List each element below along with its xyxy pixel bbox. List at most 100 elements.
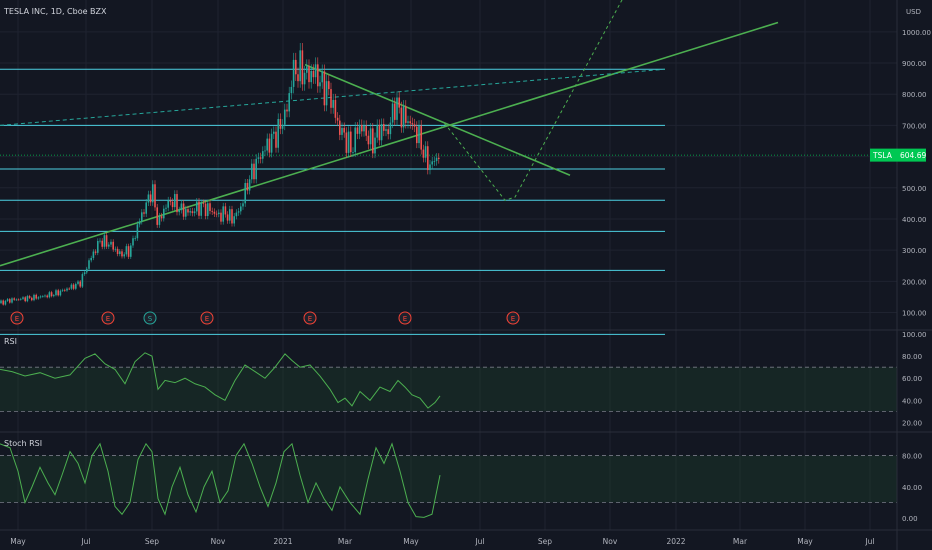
stoch-rsi-axis[interactable]: 80.00 40.00 0.00 <box>902 453 922 524</box>
candle-body <box>288 93 290 112</box>
trendline <box>304 63 571 177</box>
candle-body <box>187 209 189 213</box>
candle-body <box>189 211 191 213</box>
time-tick-label: Mar <box>338 537 353 546</box>
candle-body <box>422 149 425 158</box>
marker-label: E <box>403 315 407 323</box>
candle-body <box>400 107 403 128</box>
rsi-pane[interactable] <box>0 352 897 412</box>
candle-body <box>123 254 125 257</box>
candle-body <box>218 212 220 215</box>
candle-body <box>297 74 299 82</box>
indicator-tick-label: 80.00 <box>902 453 922 461</box>
indicator-tick-label: 20.00 <box>902 419 922 427</box>
indicator-tick-label: 80.00 <box>902 353 922 361</box>
candle-body <box>200 203 202 216</box>
candle-body <box>90 257 92 261</box>
time-tick-label: Sep <box>145 537 159 546</box>
candle-body <box>339 120 341 135</box>
time-tick-label: Sep <box>538 537 552 546</box>
candle-body <box>110 241 112 245</box>
rsi-label[interactable]: RSI <box>4 337 17 346</box>
candle-body <box>121 251 123 257</box>
indicator-tick-label: 40.00 <box>902 484 922 492</box>
candle-body <box>2 300 4 305</box>
symbol-header: TESLA INC, 1D, Cboe BZX <box>3 7 107 16</box>
candle-body <box>28 296 31 298</box>
time-axis[interactable]: May Jul Sep Nov 2021 Mar May Jul Sep Nov 2022 Mar Ma… <box>10 537 874 546</box>
earnings-marker[interactable]: E <box>101 311 115 325</box>
candle-body <box>284 109 286 125</box>
earnings-marker[interactable]: E <box>506 311 520 325</box>
price-tag-value: 604.69 <box>900 151 926 160</box>
candle-body <box>233 216 235 224</box>
candle-body <box>270 133 273 153</box>
time-tick-label: Jul <box>80 537 90 546</box>
candle-body <box>211 210 213 212</box>
rsi-axis[interactable]: 100.00 80.00 60.00 40.00 20.00 <box>902 331 927 427</box>
marker-label: E <box>511 315 515 323</box>
trendlines <box>0 21 779 267</box>
candle-body <box>299 50 301 82</box>
candle-body <box>275 131 277 148</box>
candle-body <box>94 251 97 253</box>
price-tick-label: 300.00 <box>902 247 927 255</box>
candle-body <box>88 260 90 269</box>
candle-body <box>330 89 332 108</box>
earnings-marker[interactable]: E <box>200 311 214 325</box>
candle-body <box>92 251 95 258</box>
candle-body <box>6 299 9 301</box>
candle-body <box>383 124 385 131</box>
candle-body <box>237 211 240 213</box>
marker-circle <box>200 311 214 325</box>
candle-body <box>264 150 266 152</box>
candle-body <box>24 297 26 302</box>
candle-body <box>64 289 66 291</box>
candle-body <box>134 238 136 240</box>
candle-body <box>119 251 121 254</box>
time-tick-label: 2021 <box>273 537 292 546</box>
candle-body <box>17 299 20 301</box>
price-tick-label: 1000.00 <box>902 29 931 37</box>
candle-body <box>57 290 59 296</box>
split-marker[interactable]: S <box>143 311 157 325</box>
earnings-marker[interactable]: E <box>303 311 317 325</box>
candle-body <box>13 298 15 300</box>
candle-body <box>101 240 103 247</box>
candle-body <box>86 268 88 273</box>
candle-body <box>48 292 51 298</box>
candle-body <box>215 213 218 215</box>
earnings-marker[interactable]: E <box>398 311 412 325</box>
candle-body <box>281 124 284 129</box>
band-fill <box>0 455 897 503</box>
candle-body <box>427 146 429 171</box>
candle-body <box>242 203 244 207</box>
candle-body <box>81 274 84 287</box>
candle-body <box>396 97 398 120</box>
candle-body <box>255 158 257 180</box>
currency-label[interactable]: USD <box>906 8 921 16</box>
time-tick-label: Nov <box>603 537 618 546</box>
candle-body <box>50 292 53 297</box>
candle-body <box>178 210 180 213</box>
candle-body <box>202 203 205 204</box>
candle-body <box>418 125 420 144</box>
candle-body <box>435 157 438 162</box>
rsi-line <box>0 352 441 409</box>
candle-body <box>169 200 172 202</box>
stoch-rsi-pane[interactable] <box>0 442 897 518</box>
indicator-tick-label: 100.00 <box>902 331 927 339</box>
candle-body <box>97 240 99 253</box>
price-tick-label: 100.00 <box>902 310 927 318</box>
marker-label: E <box>205 315 209 323</box>
candle-body <box>262 151 264 159</box>
stoch-rsi-label[interactable]: Stoch RSI <box>4 439 42 448</box>
candle-body <box>290 86 293 94</box>
earnings-marker[interactable]: E <box>10 311 24 325</box>
candle-body <box>143 212 145 214</box>
candle-body <box>79 281 81 287</box>
candle-body <box>53 295 55 297</box>
